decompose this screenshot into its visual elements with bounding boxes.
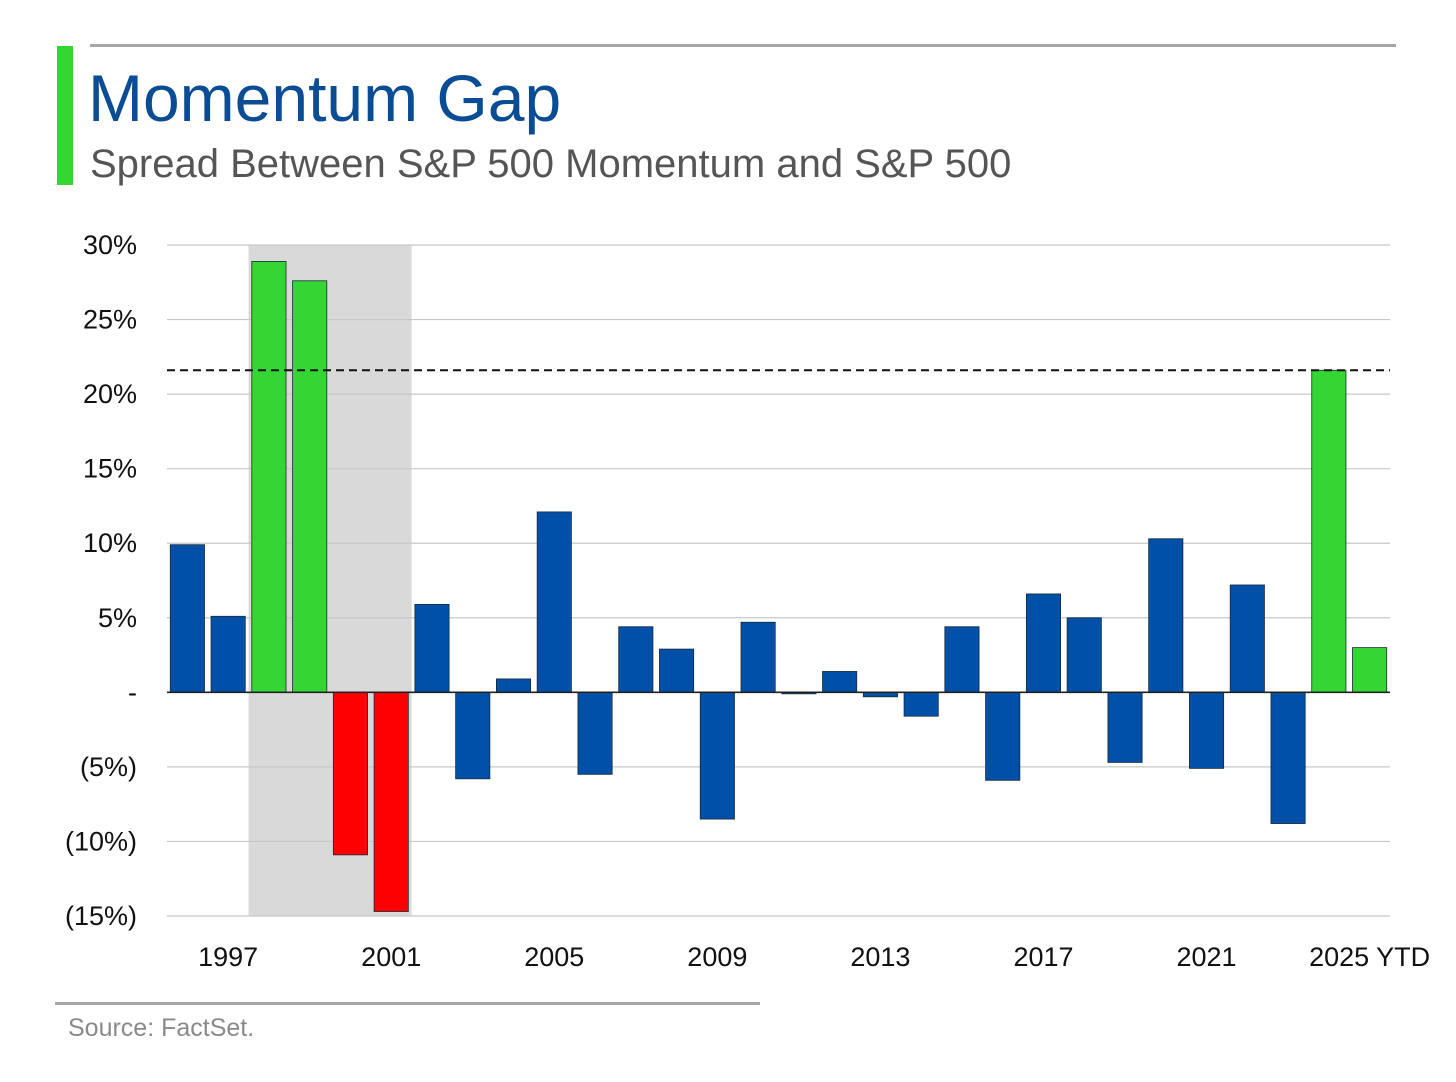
y-tick-label: (15%) [65, 901, 137, 931]
bars [169, 261, 1388, 912]
bar-2021 [1189, 691, 1225, 769]
title-accent-bar [57, 46, 73, 185]
bar-1998 [251, 261, 287, 693]
bar-2010 [740, 621, 776, 693]
bar-2012 [822, 671, 858, 693]
y-tick-label: 15% [83, 454, 137, 484]
bar-2001 [373, 691, 409, 912]
bar-2018 [1066, 617, 1102, 693]
y-tick-label: 25% [83, 305, 137, 335]
bar-2020 [1148, 538, 1184, 693]
bar-1996 [169, 544, 205, 693]
y-axis-labels: 30% 25% 20% 15% 10% 5% - (5%) (10%) (15%) [65, 230, 137, 931]
y-tick-label: (10%) [65, 826, 137, 856]
bar-2000 [332, 691, 368, 856]
x-tick-label: 2013 [850, 942, 910, 972]
bar-2022 [1229, 584, 1265, 693]
bar-1999 [292, 280, 328, 693]
chart-title: Momentum Gap [88, 61, 562, 135]
x-tick-label: 2017 [1013, 942, 1073, 972]
top-rule [90, 44, 1396, 47]
x-tick-label: 1997 [198, 942, 258, 972]
y-tick-label: 20% [83, 379, 137, 409]
bar-2024 [1311, 369, 1347, 693]
x-tick-label: 2001 [361, 942, 421, 972]
x-tick-label: 2009 [687, 942, 747, 972]
bar-2009 [699, 691, 735, 820]
bar-2003 [455, 691, 491, 780]
x-tick-label: 2025 YTD [1309, 942, 1430, 972]
bar-2015 [944, 626, 980, 693]
x-axis-labels: 1997 2001 2005 2009 2013 2017 2021 2025 YTD [198, 942, 1430, 972]
bar-chart: 30% 25% 20% 15% 10% 5% - (5%) (10%) (15%) 1997 200… [65, 230, 1430, 972]
bar-2014 [903, 691, 939, 717]
y-tick-label: 30% [83, 230, 137, 260]
bar-2006 [577, 691, 613, 775]
bar-2005 [536, 511, 572, 693]
gridlines [167, 244, 1390, 917]
bar-2002 [414, 603, 450, 693]
source-note: Source: FactSet. [68, 1014, 255, 1042]
chart-subtitle: Spread Between S&P 500 Momentum and S&P … [90, 142, 1012, 186]
bar-2008 [659, 648, 695, 693]
bar-2023 [1270, 691, 1306, 824]
y-tick-label: (5%) [80, 752, 137, 782]
bottom-rule [55, 1002, 760, 1005]
bar-2019 [1107, 691, 1143, 763]
bar-2017 [1025, 593, 1062, 693]
bar-2007 [618, 626, 654, 693]
y-tick-label: 5% [98, 603, 137, 633]
y-tick-label: 10% [83, 528, 137, 558]
x-tick-label: 2021 [1177, 942, 1237, 972]
y-tick-label: - [128, 677, 137, 707]
bar-2004 [495, 678, 532, 693]
bar-2025-ytd [1352, 647, 1388, 693]
bar-1997 [210, 615, 246, 693]
x-tick-label: 2005 [524, 942, 584, 972]
bar-2016 [985, 691, 1021, 781]
